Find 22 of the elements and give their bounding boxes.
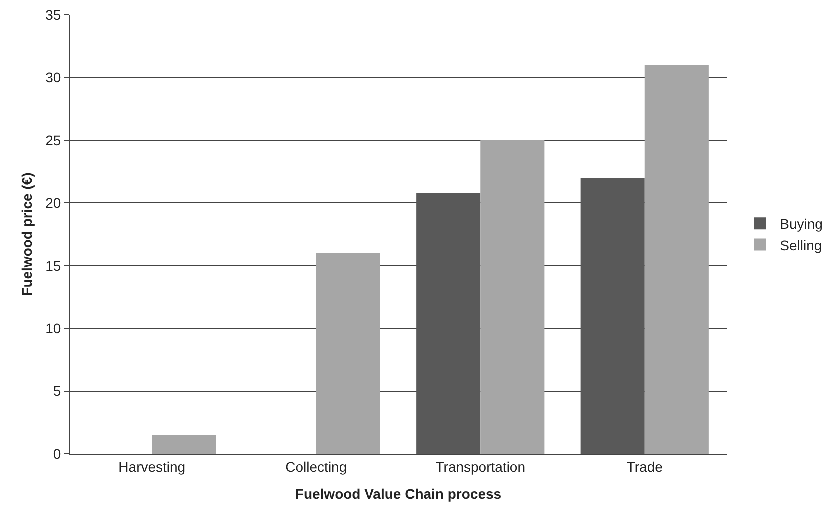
bar	[580, 178, 645, 454]
y-tick-label: 35	[46, 6, 62, 23]
legend-label: Selling	[780, 237, 822, 254]
bar	[644, 65, 709, 454]
y-axis-title: Fuelwood price (€)	[19, 172, 35, 296]
legend-label: Buying	[780, 216, 823, 232]
y-tick-label: 0	[53, 446, 62, 462]
x-tick-label: Transportation	[436, 458, 526, 475]
bar	[480, 140, 545, 454]
y-tick-label: 20	[46, 195, 62, 212]
x-tick-label: Collecting	[286, 458, 348, 475]
x-axis-title: Fuelwood Value Chain process	[295, 486, 502, 502]
bar	[316, 253, 380, 454]
y-tick-label: 30	[46, 70, 62, 86]
y-tick-label: 25	[46, 132, 62, 148]
y-tick-label: 10	[46, 320, 62, 336]
x-tick-label: Harvesting	[118, 458, 186, 475]
y-tick-label: 15	[46, 258, 62, 274]
bar	[416, 193, 481, 454]
bar	[152, 435, 216, 454]
x-tick-label: Trade	[626, 458, 664, 475]
y-tick-label: 5	[53, 383, 62, 400]
